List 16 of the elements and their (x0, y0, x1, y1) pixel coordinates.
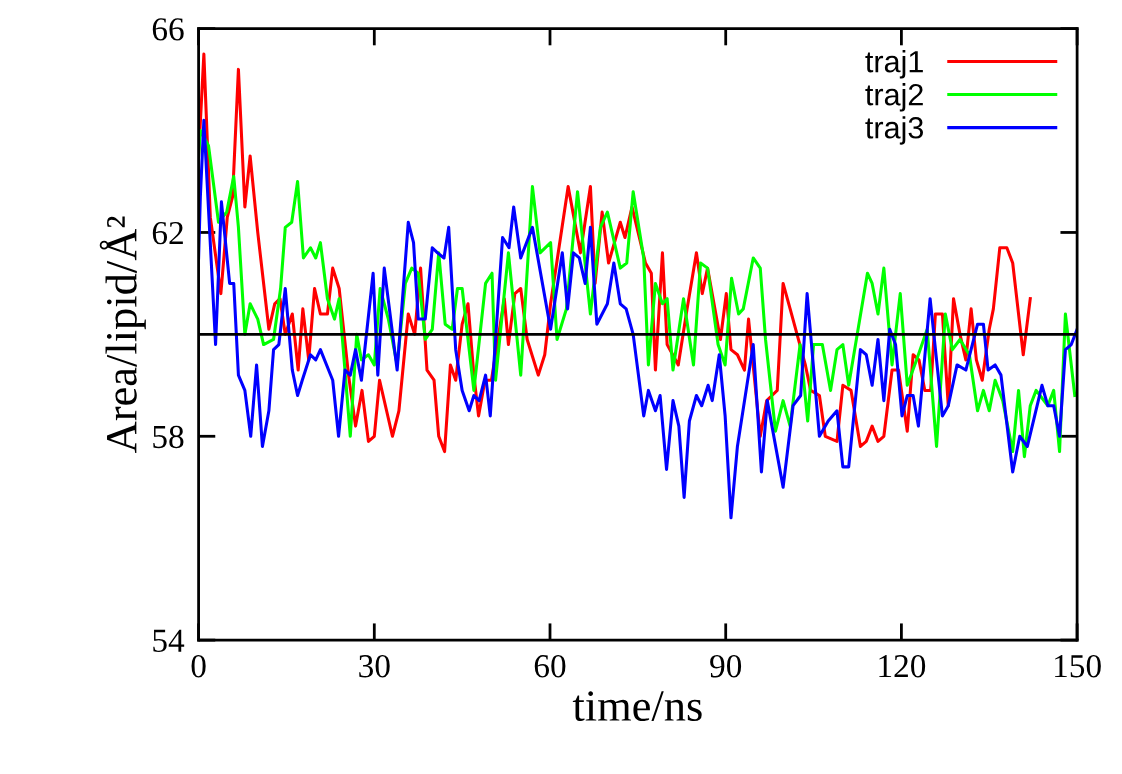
line-series (198, 118, 1078, 520)
y-tick-label: 58 (153, 425, 184, 449)
x-tick-label: 30 (359, 654, 390, 678)
y-tick-label: 54 (153, 629, 185, 652)
legend-label: traj2 (865, 83, 923, 112)
x-tick-label: 0 (191, 654, 206, 678)
x-tick-label: 90 (710, 654, 742, 678)
x-tick-label: 150 (1055, 654, 1101, 678)
y-tick-label: 66 (152, 18, 184, 41)
y-axis-title: Area/lipid/Å² (99, 216, 146, 453)
x-axis-title: time/ns (572, 691, 702, 722)
x-tick-label: 120 (879, 654, 926, 678)
y-tick-label: 62 (152, 221, 183, 245)
legend-label: traj3 (865, 116, 923, 145)
x-tick-label: 60 (534, 654, 566, 678)
legend-label: traj1 (865, 50, 923, 79)
